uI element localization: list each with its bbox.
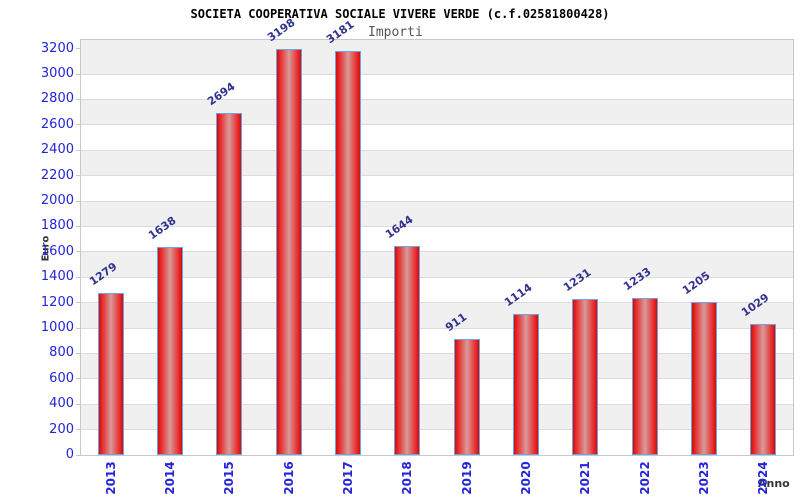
bar [394, 246, 421, 455]
y-tick-label: 1400 [40, 269, 74, 285]
y-tick [76, 378, 80, 380]
y-tick-label: 1800 [40, 218, 74, 234]
bar [157, 247, 183, 455]
x-tick-label: 2020 [519, 461, 533, 495]
x-tick-label: 2017 [341, 461, 355, 495]
x-tick-label: 2013 [103, 461, 118, 495]
band [81, 99, 793, 125]
y-tick-label: 0 [65, 447, 74, 462]
gridline [81, 352, 793, 354]
band [81, 40, 793, 74]
gridline [81, 378, 793, 380]
y-tick [76, 302, 80, 304]
band [81, 302, 793, 328]
x-tick-label: 2015 [222, 461, 237, 495]
bar [275, 48, 302, 455]
gridline [81, 175, 793, 177]
x-tick-label: 2024 [756, 461, 771, 495]
band [81, 150, 793, 176]
bar [97, 292, 124, 455]
bar [335, 51, 361, 455]
x-tick-label: 2019 [459, 461, 474, 495]
y-tick [76, 251, 80, 253]
y-tick [76, 124, 80, 126]
gridline [81, 225, 793, 227]
y-tick-label: 2600 [40, 116, 74, 132]
y-tick [76, 200, 80, 202]
gridline [81, 327, 793, 329]
y-tick-label: 1200 [40, 294, 74, 310]
y-tick-label: 1000 [40, 320, 74, 335]
chart-title: SOCIETA COOPERATIVA SOCIALE VIVERE VERDE… [190, 7, 610, 21]
y-tick-label: 400 [49, 396, 74, 412]
y-tick-label: 2200 [40, 167, 74, 183]
gridline [81, 302, 793, 304]
y-tick-label: 3200 [40, 40, 74, 56]
band [81, 201, 793, 227]
y-tick [76, 175, 80, 177]
y-tick [76, 403, 80, 405]
bar [572, 298, 599, 455]
bar [631, 298, 658, 455]
x-tick-label: 2023 [697, 461, 711, 495]
y-tick [76, 454, 80, 456]
band [81, 353, 793, 379]
y-tick-label: 2800 [40, 91, 74, 107]
gridline [81, 98, 793, 100]
gridline [81, 73, 793, 75]
legend-label: Importi [368, 25, 423, 40]
y-tick-label: 600 [49, 370, 74, 386]
bar [750, 324, 777, 455]
y-tick-label: 200 [49, 421, 74, 437]
plot-area: 1279 1638 2694 3198 3181 1644 911 1114 1231 1233 1… [80, 16, 794, 456]
band [81, 251, 793, 278]
gridline [81, 124, 793, 126]
gridline [81, 251, 793, 253]
y-tick [76, 276, 80, 278]
x-tick-label: 2018 [400, 461, 415, 495]
y-tick-label: 2000 [40, 193, 74, 208]
y-tick [76, 429, 80, 431]
gridline [81, 149, 793, 151]
y-tick [76, 98, 80, 100]
gridline [81, 403, 793, 405]
x-tick-label: 2016 [281, 461, 296, 495]
bar [691, 302, 717, 455]
gridline [81, 200, 793, 202]
x-tick-label: 2021 [578, 461, 593, 495]
y-tick-label: 800 [49, 345, 74, 361]
y-tick [76, 327, 80, 329]
y-tick-label: 3000 [40, 66, 74, 81]
gridline [81, 429, 793, 431]
y-tick [76, 225, 80, 227]
y-tick-label: 1600 [40, 243, 74, 259]
x-tick-label: 2014 [163, 461, 177, 495]
gridline [81, 276, 793, 278]
bar [453, 339, 480, 455]
y-tick-label: 2400 [40, 142, 74, 158]
y-tick [76, 149, 80, 151]
y-tick [76, 48, 80, 50]
y-tick [76, 352, 80, 354]
x-axis-title: Anno [758, 477, 790, 490]
bar [513, 313, 539, 455]
y-tick [76, 73, 80, 75]
bar [216, 112, 243, 455]
x-tick-label: 2022 [637, 461, 652, 495]
band [81, 404, 793, 430]
